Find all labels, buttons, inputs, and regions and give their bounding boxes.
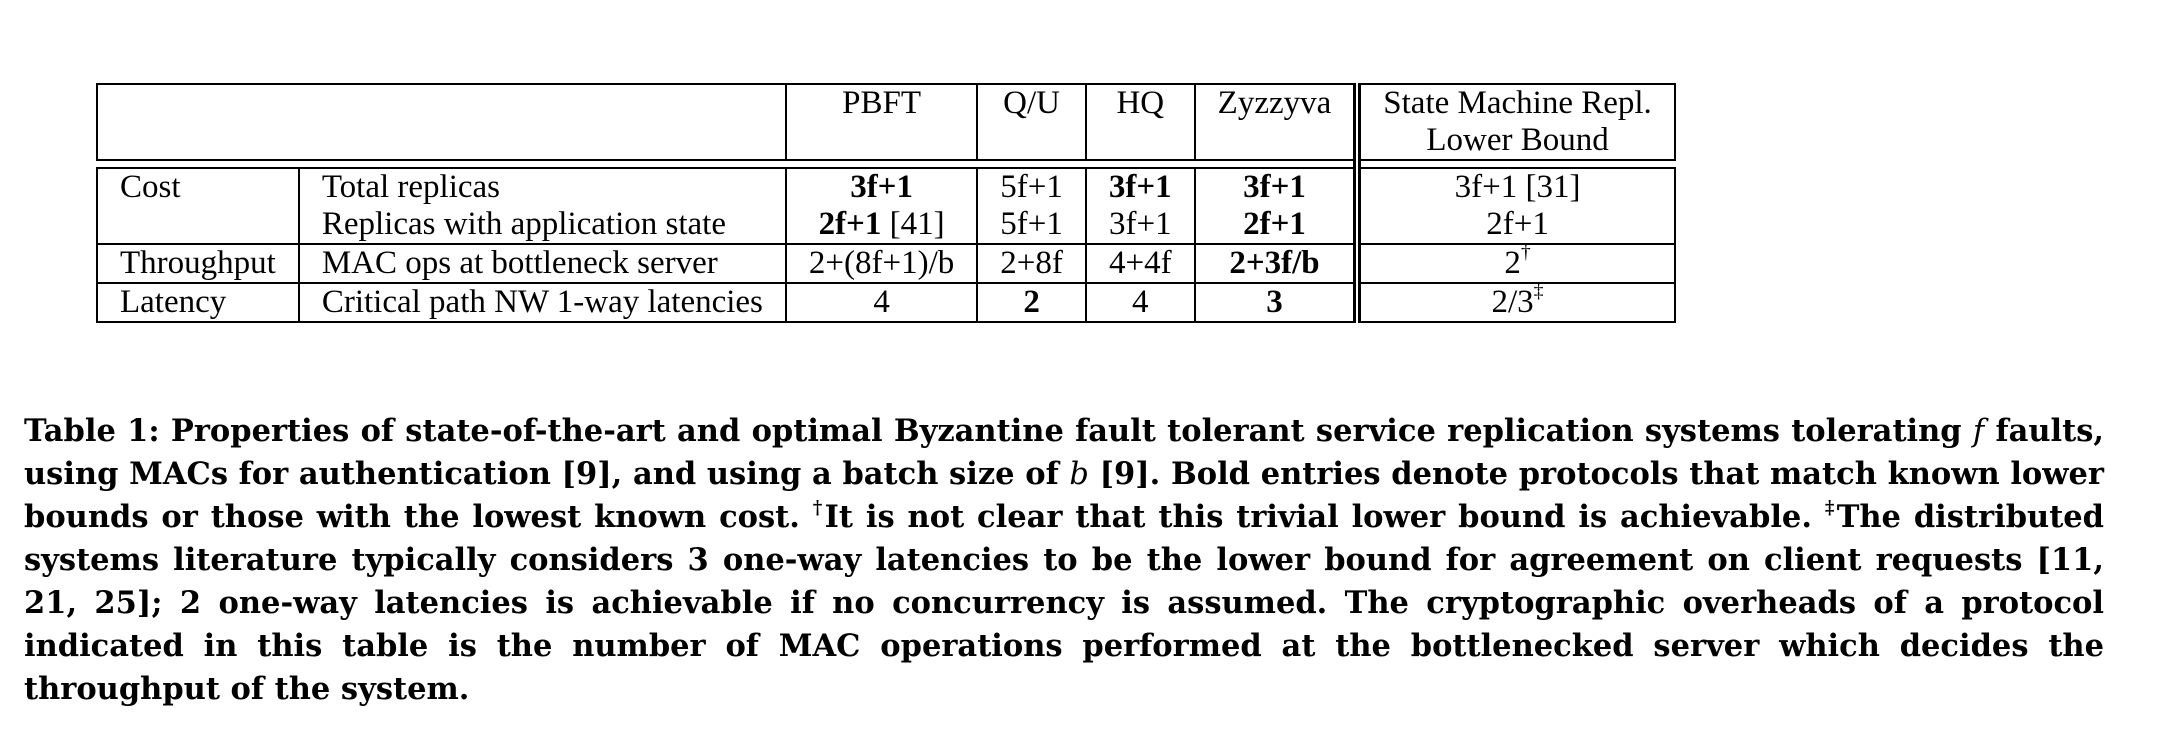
table-row: Cost Total replicas 3f+1 5f+1 3f+1 3f+1 3f+1 [… bbox=[96, 166, 1676, 206]
lower-bound-header-line1: State Machine Repl. bbox=[1383, 85, 1652, 121]
value-cell: 3f+1 bbox=[1084, 205, 1196, 245]
value-text: 3f+1 bbox=[1108, 168, 1172, 205]
value-cell: 3f+1 bbox=[784, 166, 979, 206]
table-gap-row bbox=[97, 159, 1675, 168]
value-cell: 2f+1 bbox=[1193, 205, 1359, 245]
col-header-lower-bound: State Machine Repl. Lower Bound bbox=[1353, 83, 1676, 161]
caption-var-f: f bbox=[1972, 414, 1985, 449]
value-text: 5f+1 bbox=[1000, 168, 1063, 205]
properties-table: PBFT Q/U HQ Zyzzyva State Machine Repl. … bbox=[96, 83, 1676, 323]
lower-bound-cell: 2† bbox=[1353, 240, 1676, 284]
value-cell: 2+8f bbox=[976, 242, 1087, 284]
value-text: 3f+1 bbox=[1243, 168, 1306, 205]
lower-bound-value: 2/3 bbox=[1491, 283, 1534, 320]
value-cell: 5f+1 bbox=[976, 166, 1087, 206]
table-header-row: PBFT Q/U HQ Zyzzyva State Machine Repl. … bbox=[96, 83, 1676, 161]
value-cell: 4 bbox=[1084, 281, 1196, 323]
table-body: Cost Total replicas 3f+1 5f+1 3f+1 3f+1 3f+1 [… bbox=[96, 166, 1676, 323]
lower-bound-value: 2 bbox=[1504, 244, 1521, 281]
lower-bound-value: 2f+1 bbox=[1486, 205, 1549, 242]
value-cell: 3 bbox=[1193, 281, 1359, 323]
lower-bound-cell: 2f+1 bbox=[1353, 205, 1676, 245]
header-empty-cell bbox=[96, 83, 787, 161]
value-cell: 3f+1 bbox=[1084, 166, 1196, 206]
value-text: 2 bbox=[1023, 283, 1040, 320]
value-citation: [41] bbox=[889, 205, 945, 242]
row-metric-label: Total replicas bbox=[297, 166, 787, 206]
row-metric-label: Replicas with application state bbox=[297, 205, 787, 245]
caption-double-dagger-mark: ‡ bbox=[1824, 497, 1837, 519]
col-header-zyzzyva: Zyzzyva bbox=[1193, 83, 1359, 161]
row-group-label: Throughput bbox=[96, 242, 300, 284]
lower-bound-cell: 3f+1 [31] bbox=[1353, 166, 1676, 206]
row-group-label: Latency bbox=[96, 281, 300, 323]
caption-part-3: [9]. Bold entries denote protocols that … bbox=[24, 456, 2105, 535]
lower-bound-footnote-mark: ‡ bbox=[1533, 279, 1544, 302]
row-metric-label: MAC ops at bottleneck server bbox=[297, 242, 787, 284]
lower-bound-cell: 2/3‡ bbox=[1353, 279, 1676, 323]
row-group-label bbox=[96, 205, 300, 245]
row-metric-label: Critical path NW 1-way latencies bbox=[297, 281, 787, 323]
caption-part-1: Table 1: Properties of state-of-the-art … bbox=[24, 413, 1973, 449]
lower-bound-header-line2: Lower Bound bbox=[1426, 121, 1609, 158]
row-group-label: Cost bbox=[96, 166, 300, 206]
lower-bound-value: 3f+1 bbox=[1454, 168, 1518, 205]
value-text: 2f+1 bbox=[818, 205, 882, 242]
table-caption: Table 1: Properties of state-of-the-art … bbox=[24, 410, 2104, 711]
value-cell: 4+4f bbox=[1084, 242, 1196, 284]
table-row: Throughput MAC ops at bottleneck server 2+… bbox=[96, 240, 1676, 284]
value-text: 3f+1 bbox=[1108, 205, 1172, 242]
caption-dagger-mark: † bbox=[812, 497, 825, 519]
caption-part-2: faults, using MACs for authentication [9… bbox=[24, 413, 2105, 492]
caption-part-5: The distributed systems literature typic… bbox=[24, 499, 2105, 707]
value-cell: 2+(8f+1)/b bbox=[784, 242, 979, 284]
value-text: 2f+1 bbox=[1243, 205, 1306, 242]
value-cell: 5f+1 bbox=[976, 205, 1087, 245]
col-header-qu: Q/U bbox=[976, 83, 1087, 161]
value-text: 4 bbox=[1132, 283, 1149, 320]
value-cell: 2f+1 [41] bbox=[784, 205, 979, 245]
value-text: 2+3f/b bbox=[1229, 244, 1320, 281]
value-text: 5f+1 bbox=[1000, 205, 1063, 242]
value-cell: 4 bbox=[784, 281, 979, 323]
value-text: 2+(8f+1)/b bbox=[808, 244, 955, 281]
table-row: Latency Critical path NW 1-way latencies 4… bbox=[96, 279, 1676, 323]
value-text: 3 bbox=[1266, 283, 1283, 320]
col-header-hq: HQ bbox=[1084, 83, 1196, 161]
caption-part-4: It is not clear that this trivial lower … bbox=[824, 499, 1825, 535]
value-text: 2+8f bbox=[1000, 244, 1063, 281]
value-cell: 3f+1 bbox=[1193, 166, 1359, 206]
value-cell: 2+3f/b bbox=[1193, 242, 1359, 284]
value-text: 4+4f bbox=[1108, 244, 1172, 281]
table-row: Replicas with application state 2f+1 [41]… bbox=[96, 205, 1676, 245]
lower-bound-footnote-mark: † bbox=[1520, 240, 1531, 263]
properties-table-container: PBFT Q/U HQ Zyzzyva State Machine Repl. … bbox=[96, 83, 1676, 323]
caption-var-b: b bbox=[1069, 457, 1089, 492]
value-text: 3f+1 bbox=[850, 168, 913, 205]
value-cell: 2 bbox=[976, 281, 1087, 323]
value-text: 4 bbox=[873, 283, 890, 320]
lower-bound-citation: [31] bbox=[1525, 168, 1581, 205]
col-header-pbft: PBFT bbox=[784, 83, 979, 161]
